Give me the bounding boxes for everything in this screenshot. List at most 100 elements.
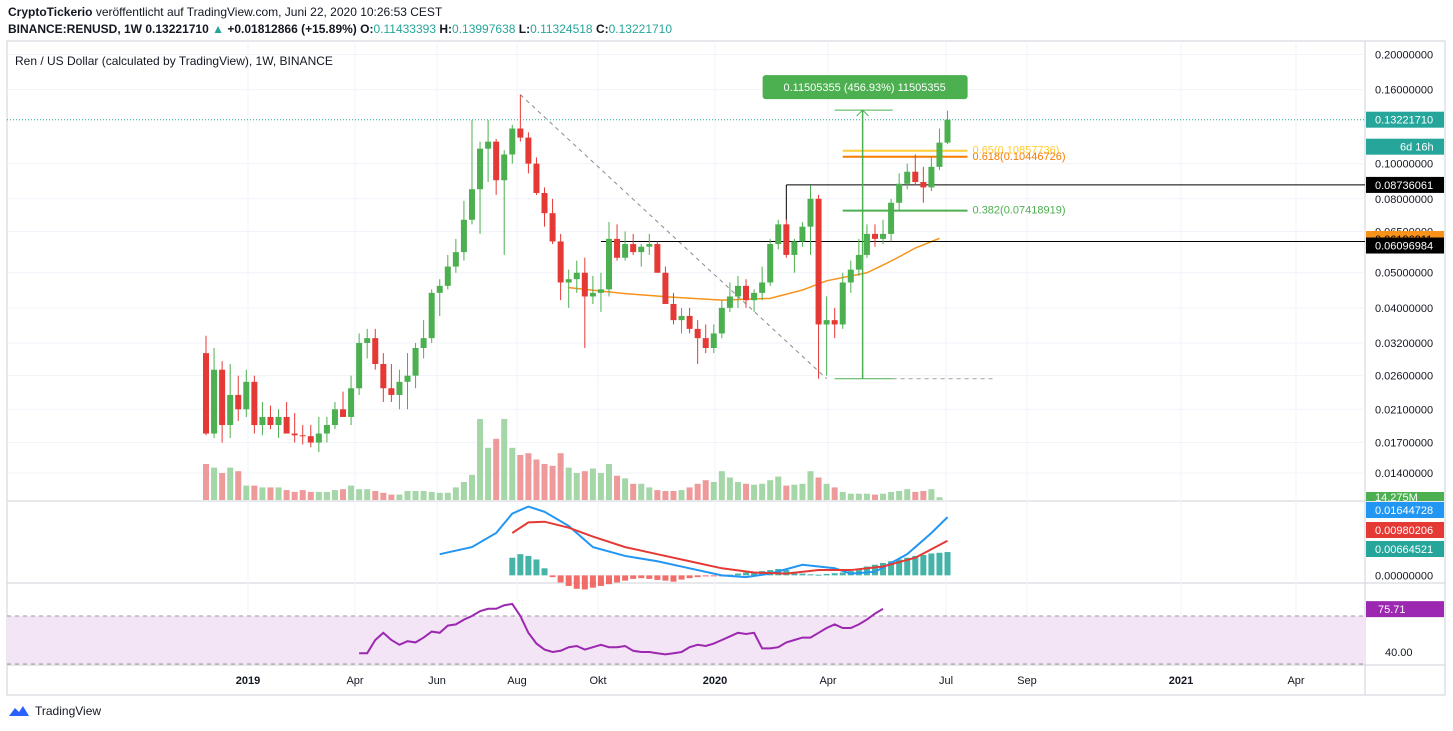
volume-bar xyxy=(259,487,266,500)
volume-bar xyxy=(404,491,411,500)
candle-body xyxy=(654,244,661,273)
volume-bar xyxy=(331,490,338,500)
macd-histogram-bar xyxy=(839,572,846,576)
candle-body xyxy=(340,409,347,417)
candle-body xyxy=(243,381,250,410)
volume-bar xyxy=(219,473,226,500)
candle-body xyxy=(493,141,500,181)
time-tick-label: Apr xyxy=(819,675,836,687)
macd-pane[interactable] xyxy=(439,505,951,590)
macd-histogram-bar xyxy=(823,573,830,576)
price-tick-label: 0.03200000 xyxy=(1375,338,1433,350)
candle-body xyxy=(219,369,226,426)
volume-bar xyxy=(509,447,516,500)
macd-value-badge xyxy=(1366,541,1444,557)
volume-bar xyxy=(871,494,878,500)
footer-logo[interactable]: TradingView xyxy=(8,704,101,718)
candle-body xyxy=(928,166,935,188)
volume-bar xyxy=(541,464,548,500)
volume-bar xyxy=(888,491,895,500)
candle-body xyxy=(235,394,242,410)
macd-value-badge xyxy=(1366,522,1444,538)
candle-body xyxy=(299,435,306,437)
candle-body xyxy=(718,307,725,334)
volume-bar xyxy=(581,471,588,500)
candle-body xyxy=(662,272,669,304)
volume-bar xyxy=(920,491,927,500)
time-tick-label: Jun xyxy=(428,675,446,687)
macd-histogram-bar xyxy=(509,557,516,576)
candle-body xyxy=(606,238,612,290)
countdown-label: 6d 16h xyxy=(1400,142,1434,154)
volume-bar xyxy=(670,491,677,500)
price-tick-label: 0.08000000 xyxy=(1375,194,1433,206)
candle-body xyxy=(936,142,943,167)
volume-bar xyxy=(904,489,911,500)
candle-body xyxy=(678,315,685,321)
candle-body xyxy=(380,363,387,389)
candle-body xyxy=(871,233,878,239)
macd-histogram-bar xyxy=(896,559,903,576)
candle-body xyxy=(920,181,927,188)
candle-body xyxy=(428,292,435,339)
macd-histogram-bar xyxy=(799,573,806,576)
candle-body xyxy=(759,282,766,293)
macd-value-label: 0.00980206 xyxy=(1375,525,1433,537)
macd-histogram-bar xyxy=(904,557,911,576)
volume-bar xyxy=(807,471,814,500)
macd-histogram-bar xyxy=(751,571,758,576)
candle-body xyxy=(533,163,540,193)
volume-label: 14.275M xyxy=(1375,492,1418,504)
macd-histogram-bar xyxy=(743,572,750,576)
macd-histogram-bar xyxy=(678,575,685,580)
last-price-label: 0.13221710 xyxy=(1375,115,1433,127)
header-line-1: CryptoTickerio veröffentlicht auf Tradin… xyxy=(8,5,442,19)
volume-bar xyxy=(638,483,645,500)
macd-histogram-bar xyxy=(880,563,887,576)
author-name[interactable]: CryptoTickerio xyxy=(8,5,93,19)
macd-histogram-bar xyxy=(589,575,596,588)
candle-body xyxy=(734,285,741,297)
volume-bar xyxy=(501,419,508,500)
price-pane[interactable]: 0.65(0.10857736)0.618(0.10446726) 0.382(0… xyxy=(7,75,1365,500)
candle-body xyxy=(831,320,838,325)
support-label: 0.06096984 xyxy=(1375,241,1433,253)
volume-bar xyxy=(880,493,887,500)
price-tick-label: 0.02100000 xyxy=(1375,404,1433,416)
time-tick-label: Apr xyxy=(1287,675,1304,687)
macd-histogram-bar xyxy=(863,566,870,576)
price-tick-label: 0.01400000 xyxy=(1375,468,1433,480)
candle-body xyxy=(863,233,870,255)
measure-label-box xyxy=(762,75,968,100)
macd-histogram-bar xyxy=(565,575,572,586)
volume-bar xyxy=(356,489,363,500)
close-label: C: xyxy=(595,22,609,36)
candle-body xyxy=(775,224,782,245)
macd-histogram-bar xyxy=(928,553,935,576)
high-label: H: xyxy=(439,22,453,36)
grid xyxy=(7,41,1365,665)
candle-body xyxy=(444,266,451,286)
macd-histogram-bar xyxy=(662,575,669,581)
volume-bar xyxy=(372,491,379,500)
candle-body xyxy=(888,202,895,234)
candle-body xyxy=(597,289,604,293)
volume-bar xyxy=(686,487,693,500)
candle-body xyxy=(251,381,258,426)
volume-bar xyxy=(380,492,387,500)
price-tick-label: 0.02600000 xyxy=(1375,371,1433,383)
price-tick-label: 0.20000000 xyxy=(1375,50,1433,62)
volume-bar xyxy=(783,485,790,500)
macd-histogram-bar xyxy=(525,555,532,576)
volume-bar xyxy=(799,483,806,500)
volume-bar xyxy=(718,471,725,500)
last-price-label-badge xyxy=(1366,111,1444,128)
macd-line xyxy=(439,505,949,579)
volume-bar xyxy=(928,489,935,500)
macd-histogram-bar xyxy=(654,575,661,580)
volume-bar xyxy=(315,491,322,500)
resistance-label: 0.08736061 xyxy=(1375,180,1433,192)
volume-bar xyxy=(614,475,621,500)
rsi-pane[interactable] xyxy=(7,602,1365,665)
